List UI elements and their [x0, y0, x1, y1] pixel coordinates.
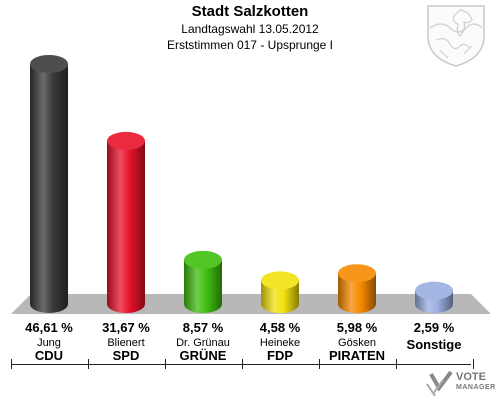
- candidate-label: Heineke: [259, 337, 301, 349]
- candidate-label: Jung: [37, 337, 61, 349]
- bar-piraten: [338, 264, 376, 313]
- axis-tick: [11, 359, 12, 369]
- value-label: 5,98 %: [336, 320, 378, 335]
- bar-cdu: [30, 54, 68, 313]
- candidate-label: Gösken: [338, 337, 376, 349]
- value-label: 46,61 %: [25, 320, 73, 335]
- value-label: 2,59 %: [413, 320, 455, 335]
- candidate-label: Blienert: [107, 337, 145, 349]
- axis-tick: [473, 359, 474, 369]
- axis-tick: [88, 359, 89, 369]
- party-axis-line: [11, 364, 471, 365]
- party-label: PIRATEN: [328, 348, 386, 363]
- party-label: FDP: [267, 348, 293, 363]
- party-label: Sonstige: [406, 337, 462, 352]
- party-label: GRÜNE: [179, 348, 227, 363]
- party-label: CDU: [34, 348, 64, 363]
- value-label: 31,67 %: [102, 320, 150, 335]
- ballot-subtitle: Erststimmen 017 - Upsprunge I: [166, 38, 334, 52]
- value-label: 8,57 %: [182, 320, 224, 335]
- logo-text-vote: VOTE: [456, 371, 486, 383]
- page-title: Stadt Salzkotten: [191, 3, 309, 20]
- logo-text-manager: MANAGER: [456, 384, 496, 391]
- value-label: 4,58 %: [259, 320, 301, 335]
- bar-spd: [107, 131, 145, 313]
- party-label: SPD: [112, 348, 140, 363]
- election-subtitle: Landtagswahl 13.05.2012: [181, 22, 319, 36]
- axis-tick: [396, 359, 397, 369]
- bar-sonstige: [415, 281, 453, 313]
- votemanager-logo: [426, 370, 453, 397]
- bar-fdp: [261, 271, 299, 313]
- axis-tick: [319, 359, 320, 369]
- axis-tick: [165, 359, 166, 369]
- bar-grüne: [184, 250, 222, 313]
- candidate-label: Dr. Grünau: [176, 337, 230, 349]
- coat-of-arms-icon: [427, 5, 485, 67]
- axis-tick: [242, 359, 243, 369]
